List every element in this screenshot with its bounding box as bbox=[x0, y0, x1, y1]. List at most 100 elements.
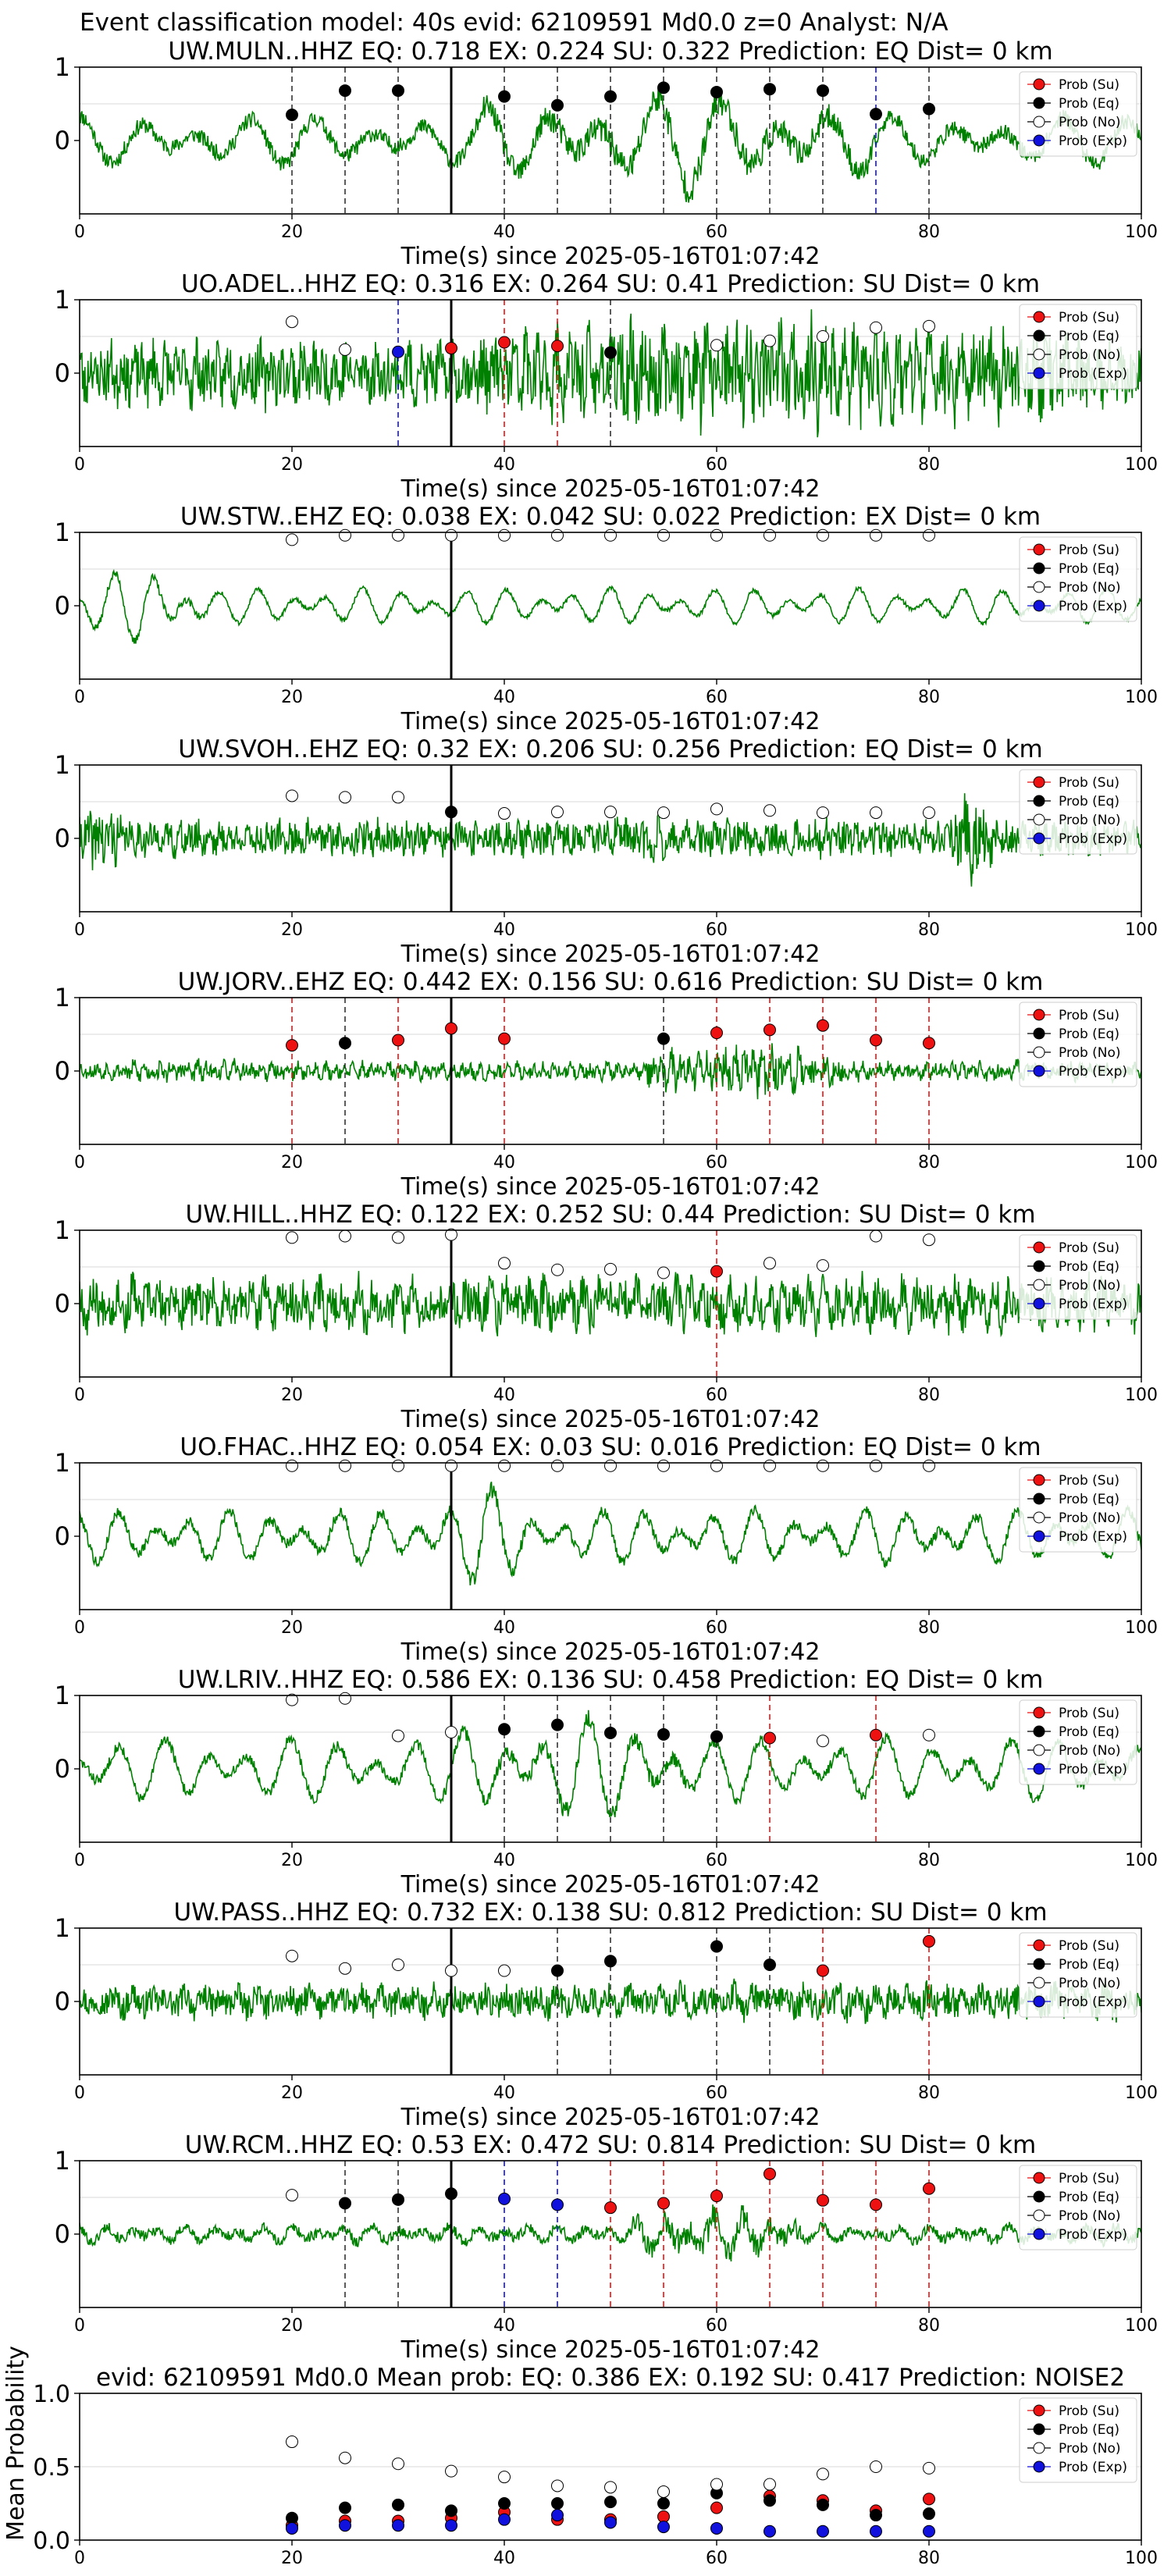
legend: Prob (Su) Prob (Eq) Prob (No) Prob (Exp) bbox=[1019, 2397, 1137, 2483]
legend-marker-exp bbox=[1033, 2460, 1045, 2473]
x-tick-label: 0 bbox=[74, 920, 85, 940]
prob-marker-eq bbox=[392, 2193, 404, 2206]
x-tick-label: 20 bbox=[281, 2549, 303, 2568]
prob-marker-no bbox=[604, 806, 617, 819]
mean-prob-marker-eq bbox=[339, 2501, 351, 2514]
x-tick-label: 40 bbox=[493, 455, 515, 475]
prob-marker-eq bbox=[657, 81, 670, 94]
legend-label: Prob (Eq) bbox=[1059, 1724, 1119, 1740]
legend-marker-su bbox=[1033, 1241, 1045, 1254]
prob-marker-eq bbox=[657, 1727, 670, 1741]
prob-marker-eq bbox=[445, 2187, 457, 2201]
x-tick-label: 40 bbox=[493, 2083, 515, 2103]
legend-marker-su bbox=[1033, 2172, 1045, 2184]
prob-marker-no bbox=[817, 330, 829, 343]
legend-box bbox=[1019, 1002, 1137, 1087]
x-axis-label: Time(s) since 2025-05-16T01:07:42 bbox=[400, 1638, 820, 1666]
panel-title: UW.HILL..HHZ EQ: 0.122 EX: 0.252 SU: 0.4… bbox=[185, 1201, 1035, 1229]
prob-marker-no bbox=[445, 1726, 457, 1738]
prob-marker-no bbox=[870, 528, 882, 542]
y-tick-label: 0 bbox=[55, 1987, 70, 2016]
x-tick-label: 0 bbox=[74, 1618, 85, 1638]
station-panel: UW.MULN..HHZ EQ: 0.718 EX: 0.224 SU: 0.3… bbox=[55, 37, 1158, 270]
prob-marker-exp bbox=[551, 2198, 564, 2211]
y-tick-label: 0.5 bbox=[33, 2454, 70, 2482]
panel-title: UO.FHAC..HHZ EQ: 0.054 EX: 0.03 SU: 0.01… bbox=[180, 1433, 1041, 1461]
legend-label: Prob (No) bbox=[1059, 1278, 1121, 1293]
legend-marker-no bbox=[1033, 813, 1045, 826]
prob-marker-su bbox=[923, 2182, 935, 2195]
legend-marker-su bbox=[1033, 1939, 1045, 1952]
x-tick-label: 20 bbox=[281, 920, 303, 940]
prob-marker-no bbox=[923, 528, 935, 542]
prob-marker-su bbox=[710, 2190, 723, 2203]
legend: Prob (Su) Prob (Eq) Prob (No) Prob (Exp) bbox=[1019, 1234, 1137, 1320]
x-tick-label: 0 bbox=[74, 2549, 85, 2568]
prob-marker-su bbox=[498, 1032, 511, 1045]
prob-marker-no bbox=[604, 1459, 617, 1472]
prob-marker-eq bbox=[710, 85, 723, 98]
prob-marker-eq bbox=[763, 83, 776, 96]
mean-prob-marker-eq bbox=[604, 2496, 617, 2509]
x-tick-label: 20 bbox=[281, 2083, 303, 2103]
prob-marker-su bbox=[445, 1022, 457, 1035]
prob-marker-no bbox=[551, 1263, 564, 1276]
panel-title: UW.JORV..EHZ EQ: 0.442 EX: 0.156 SU: 0.6… bbox=[178, 968, 1044, 996]
legend-marker-no bbox=[1033, 2442, 1045, 2454]
legend-label: Prob (No) bbox=[1059, 813, 1121, 828]
mean-prob-marker-eq bbox=[817, 2498, 829, 2511]
prob-marker-su bbox=[710, 1265, 723, 1278]
station-panel: UW.HILL..HHZ EQ: 0.122 EX: 0.252 SU: 0.4… bbox=[55, 1201, 1158, 1433]
legend: Prob (Su) Prob (Eq) Prob (No) Prob (Exp) bbox=[1019, 304, 1137, 390]
prob-marker-no bbox=[817, 528, 829, 542]
mean-prob-marker-exp bbox=[763, 2524, 776, 2538]
prob-marker-no bbox=[445, 1964, 457, 1977]
mean-prob-marker-no bbox=[339, 2451, 351, 2464]
x-tick-label: 20 bbox=[281, 688, 303, 707]
prob-marker-eq bbox=[339, 84, 351, 98]
x-axis-label: Time(s) since 2025-05-16T01:07:42 bbox=[400, 2336, 820, 2364]
x-tick-label: 60 bbox=[706, 1851, 728, 1870]
x-tick-label: 100 bbox=[1125, 688, 1158, 707]
legend-label: Prob (Eq) bbox=[1059, 561, 1119, 577]
legend-marker-eq bbox=[1033, 1493, 1045, 1505]
legend-label: Prob (Su) bbox=[1059, 1240, 1119, 1256]
legend-marker-no bbox=[1033, 116, 1045, 128]
prob-marker-su bbox=[870, 1728, 882, 1742]
prob-marker-eq bbox=[604, 1726, 617, 1739]
panel-title: UW.PASS..HHZ EQ: 0.732 EX: 0.138 SU: 0.8… bbox=[173, 1898, 1047, 1927]
prob-marker-no bbox=[445, 1228, 457, 1241]
legend-marker-exp bbox=[1033, 832, 1045, 845]
legend: Prob (Su) Prob (Eq) Prob (No) Prob (Exp) bbox=[1019, 1467, 1137, 1553]
x-tick-label: 20 bbox=[281, 222, 303, 242]
legend-label: Prob (No) bbox=[1059, 1510, 1121, 1526]
legend-marker-no bbox=[1033, 581, 1045, 593]
prob-marker-no bbox=[392, 1959, 404, 1971]
x-tick-label: 40 bbox=[493, 1618, 515, 1638]
legend-label: Prob (Exp) bbox=[1059, 1064, 1127, 1080]
legend-marker-eq bbox=[1033, 1260, 1045, 1272]
prob-marker-eq bbox=[498, 1723, 511, 1736]
x-tick-label: 20 bbox=[281, 1851, 303, 1870]
legend-label: Prob (Su) bbox=[1059, 2403, 1119, 2419]
panel-title: UW.MULN..HHZ EQ: 0.718 EX: 0.224 SU: 0.3… bbox=[168, 37, 1052, 66]
panel-title: UO.ADEL..HHZ EQ: 0.316 EX: 0.264 SU: 0.4… bbox=[181, 270, 1040, 298]
prob-marker-eq bbox=[657, 1032, 670, 1045]
legend-label: Prob (Eq) bbox=[1059, 794, 1119, 809]
legend-label: Prob (Su) bbox=[1059, 543, 1119, 558]
prob-marker-no bbox=[339, 1962, 351, 1975]
mean-prob-marker-no bbox=[923, 2461, 935, 2475]
mean-prob-marker-exp bbox=[392, 2519, 404, 2532]
legend-marker-no bbox=[1033, 1744, 1045, 1756]
panel-title: UW.SVOH..EHZ EQ: 0.32 EX: 0.206 SU: 0.25… bbox=[178, 735, 1042, 763]
x-tick-label: 0 bbox=[74, 688, 85, 707]
x-tick-label: 20 bbox=[281, 2316, 303, 2336]
x-tick-label: 0 bbox=[74, 2083, 85, 2103]
legend-label: Prob (Exp) bbox=[1059, 133, 1127, 149]
prob-marker-eq bbox=[551, 98, 564, 112]
legend-marker-eq bbox=[1033, 1958, 1045, 1970]
prob-marker-su bbox=[763, 2167, 776, 2180]
prob-marker-su bbox=[817, 1964, 829, 1977]
legend-box bbox=[1019, 1699, 1137, 1785]
x-axis-label: Time(s) since 2025-05-16T01:07:42 bbox=[400, 708, 820, 735]
